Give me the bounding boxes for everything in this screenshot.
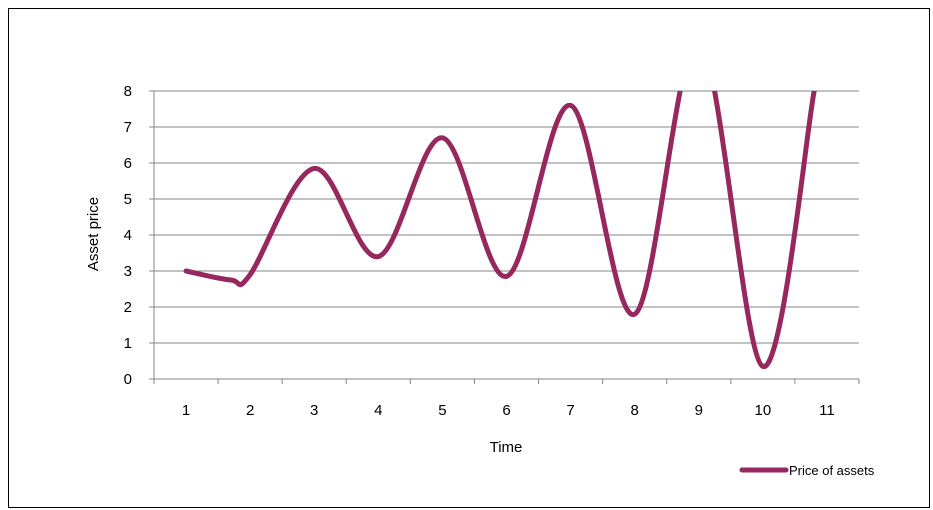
legend: Price of assets	[739, 463, 875, 478]
x-tick-label: 2	[246, 402, 254, 419]
y-tick-label: 8	[124, 83, 132, 100]
series-line-price-of-assets	[183, 91, 817, 369]
y-tick-label: 3	[124, 263, 132, 280]
x-tick-label: 3	[310, 402, 318, 419]
legend-label: Price of assets	[789, 463, 875, 478]
y-tick-label: 1	[124, 335, 132, 352]
y-tick-label: 5	[124, 191, 132, 208]
y-tick-labels: 0 1 2 3 4 5 6 7 8	[124, 83, 132, 388]
y-tick-label: 7	[124, 119, 132, 136]
x-tick-label: 10	[755, 402, 772, 419]
y-tick-label: 6	[124, 155, 132, 172]
x-tick-label: 9	[695, 402, 703, 419]
x-tick-label: 7	[566, 402, 574, 419]
x-tick-label: 1	[182, 402, 190, 419]
y-axis-title: Asset price	[85, 197, 102, 271]
y-tick-label: 4	[124, 227, 132, 244]
y-tick-label: 2	[124, 299, 132, 316]
x-tick-label: 11	[819, 402, 835, 419]
x-tick-labels: 1 2 3 4 5 6 7 8 9 10 11	[182, 402, 835, 419]
x-tick-label: 5	[438, 402, 446, 419]
axes	[149, 90, 860, 384]
x-tick-label: 8	[631, 402, 639, 419]
x-axis-title: Time	[490, 439, 523, 456]
x-tick-label: 4	[374, 402, 382, 419]
x-tick-label: 6	[502, 402, 510, 419]
gridlines	[154, 90, 859, 344]
y-tick-label: 0	[124, 371, 132, 388]
